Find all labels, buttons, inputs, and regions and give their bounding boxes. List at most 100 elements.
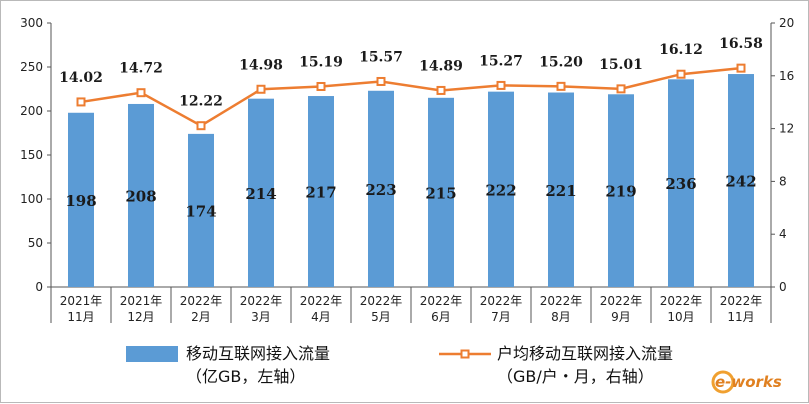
x-tick-label: 2021年: [60, 294, 103, 308]
bar: [188, 133, 214, 287]
x-tick-label: 12月: [127, 310, 154, 324]
x-tick-label: 2022年: [660, 294, 703, 308]
bar: [428, 97, 454, 287]
right-tick-label: 4: [779, 227, 787, 241]
bar-value-label: 208: [125, 187, 156, 205]
bar-value-label: 217: [305, 184, 336, 202]
bar: [548, 92, 574, 288]
x-tick-label: 2022年: [420, 294, 463, 308]
bar: [368, 90, 394, 287]
bar-value-label: 214: [245, 185, 276, 203]
legend-line-label: 户均移动互联网接入流量: [497, 344, 673, 363]
line-value-label: 14.98: [239, 57, 283, 73]
line-value-label: 16.12: [659, 42, 703, 58]
line-point: [736, 63, 746, 73]
line-point: [436, 85, 446, 95]
line-point: [196, 121, 206, 131]
x-tick-label: 10月: [667, 310, 694, 324]
x-tick-label: 2021年: [120, 294, 163, 308]
bar: [488, 91, 514, 287]
bar-value-label: 236: [665, 175, 696, 193]
line-point: [556, 81, 566, 91]
bar-value-label: 221: [545, 182, 576, 200]
bar-value-label: 222: [485, 181, 516, 199]
right-tick-label: 16: [779, 69, 794, 83]
bar: [608, 94, 634, 287]
line-value-label: 14.02: [59, 70, 103, 86]
line-point: [256, 84, 266, 94]
line-point: [676, 69, 686, 79]
legend-line-unit: （GB/户・月，右轴）: [497, 367, 654, 386]
line-point: [76, 97, 86, 107]
bar: [68, 112, 94, 287]
data-labels: 198 208 174 214 217 223 215 222 221 219 236 242 14.0…: [59, 36, 763, 220]
left-tick-label: 0: [35, 280, 43, 294]
x-tick-label: 2022年: [240, 294, 283, 308]
bar: [248, 98, 274, 288]
bar: [128, 103, 154, 288]
x-tick-label: 2022年: [300, 294, 343, 308]
watermark-logo: e-works: [711, 370, 782, 394]
line-value-label: 15.19: [299, 54, 343, 70]
legend: 移动互联网接入流量 （亿GB，左轴） 户均移动互联网接入流量 （GB/户・月，右轴）: [126, 344, 673, 386]
bar: [308, 96, 334, 287]
line-point: [496, 80, 506, 90]
legend-line-marker: [460, 349, 470, 359]
line-point: [136, 88, 146, 98]
left-tick-label: 250: [20, 60, 43, 74]
line-value-label: 12.22: [179, 94, 223, 110]
x-tick-label: 8月: [551, 310, 571, 324]
bar: [668, 79, 694, 287]
line-value-label: 15.01: [599, 57, 643, 73]
legend-bar-unit: （亿GB，左轴）: [186, 367, 305, 386]
legend-bar-swatch: [126, 346, 178, 362]
right-tick-label: 0: [779, 280, 787, 294]
line-value-label: 16.58: [719, 36, 763, 52]
right-tick-label: 20: [779, 16, 794, 30]
x-tick-label: 6月: [431, 310, 451, 324]
bar: [728, 74, 754, 287]
left-tick-label: 150: [20, 148, 43, 162]
x-tick-label: 7月: [491, 310, 511, 324]
legend-bar-label: 移动互联网接入流量: [186, 344, 330, 363]
line-value-label: 15.57: [359, 49, 403, 65]
watermark-text: e-works: [715, 373, 782, 391]
x-tick-label: 2022年: [180, 294, 223, 308]
left-tick-label: 200: [20, 104, 43, 118]
x-tick-label: 4月: [311, 310, 331, 324]
line-series: [76, 63, 746, 131]
bar-value-label: 219: [605, 183, 636, 201]
bar-value-label: 242: [725, 173, 756, 191]
right-tick-label: 8: [779, 174, 787, 188]
line-point: [376, 76, 386, 86]
watermark-swoosh: [711, 370, 735, 394]
x-tick-label: 2月: [191, 310, 211, 324]
line-path: [80, 66, 742, 128]
bar-value-label: 215: [425, 184, 456, 202]
left-tick-label: 100: [20, 192, 43, 206]
x-tick-label: 2022年: [600, 294, 643, 308]
x-tick-label: 2022年: [480, 294, 523, 308]
bars: [68, 74, 754, 288]
line-point: [616, 84, 626, 94]
x-tick-label: 2022年: [540, 294, 583, 308]
x-tick-label: 9月: [611, 310, 631, 324]
bar-value-label: 198: [65, 192, 96, 210]
x-tick-label: 11月: [727, 310, 754, 324]
line-point: [316, 81, 326, 91]
left-tick-label: 300: [20, 16, 43, 30]
line-value-label: 15.27: [479, 53, 523, 69]
x-tick-label: 5月: [371, 310, 391, 324]
bar-value-label: 174: [185, 202, 216, 220]
x-axis-ticks: 2021年 11月 2021年 12月 2022年 2月 2022年 3月 2022年 4月 202…: [50, 287, 772, 324]
line-value-label: 15.20: [539, 54, 583, 70]
left-tick-label: 50: [28, 236, 43, 250]
right-tick-label: 12: [779, 122, 794, 136]
x-tick-label: 2022年: [720, 294, 763, 308]
bar-value-label: 223: [365, 181, 396, 199]
x-tick-label: 3月: [251, 310, 271, 324]
x-tick-label: 11月: [67, 310, 94, 324]
line-value-label: 14.72: [119, 61, 163, 77]
